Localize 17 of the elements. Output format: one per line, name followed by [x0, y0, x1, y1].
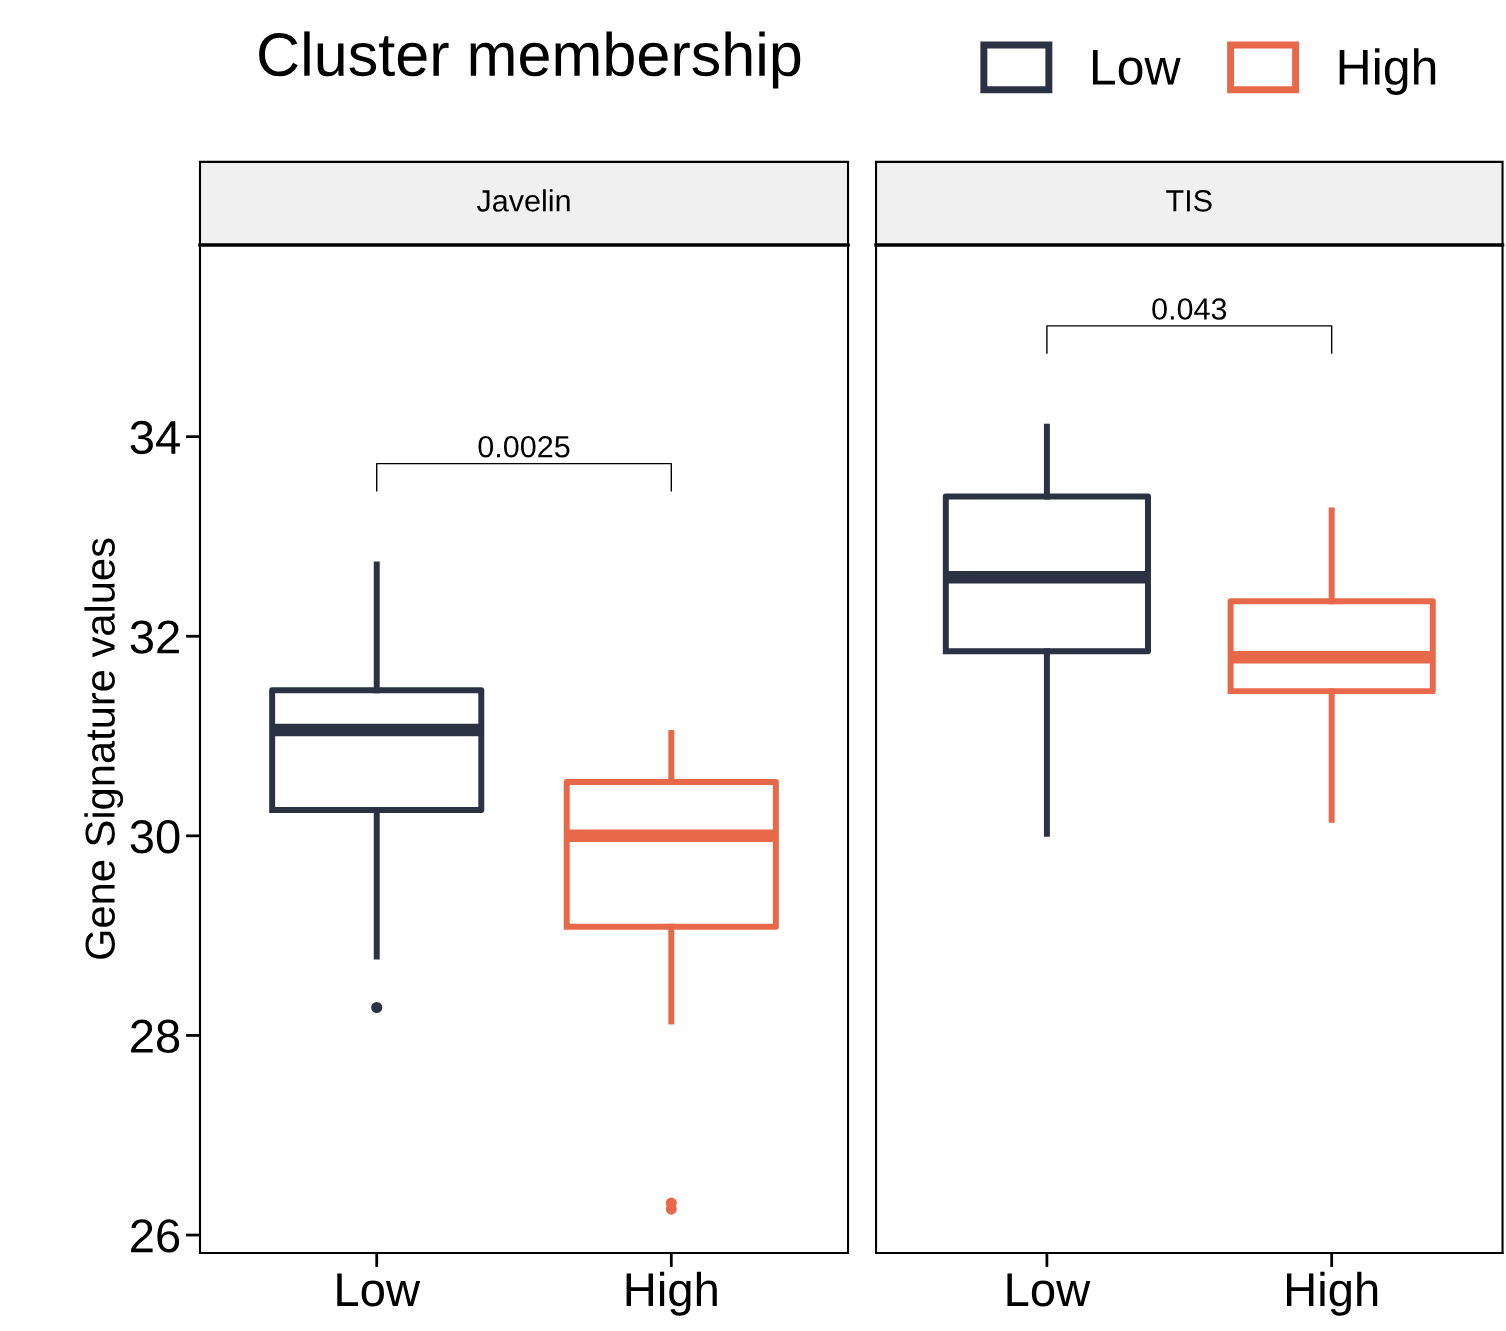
y-tick-label: 28: [131, 1019, 180, 1054]
y-axis-title: Gene Signature values: [84, 538, 124, 959]
y-tick-label: 32: [130, 620, 179, 654]
legend-title: Cluster membership: [259, 31, 801, 89]
y-tick-label: 34: [130, 420, 180, 455]
x-tick-label: Low: [1007, 1273, 1091, 1307]
y-tick-label: 30: [130, 819, 180, 854]
legend-label: High: [1339, 48, 1436, 95]
annotation: 0.043: [1152, 298, 1227, 320]
y-tick-label: 26: [131, 1219, 180, 1253]
chart-title: Javelin: [476, 189, 570, 212]
x-tick-label: High: [626, 1271, 717, 1316]
chart-title: TIS: [1166, 190, 1212, 212]
annotation: 0.0025: [478, 435, 570, 458]
x-tick-label: High: [1286, 1271, 1378, 1316]
x-tick-label: Low: [337, 1273, 421, 1307]
legend-label: Low: [1092, 50, 1181, 85]
